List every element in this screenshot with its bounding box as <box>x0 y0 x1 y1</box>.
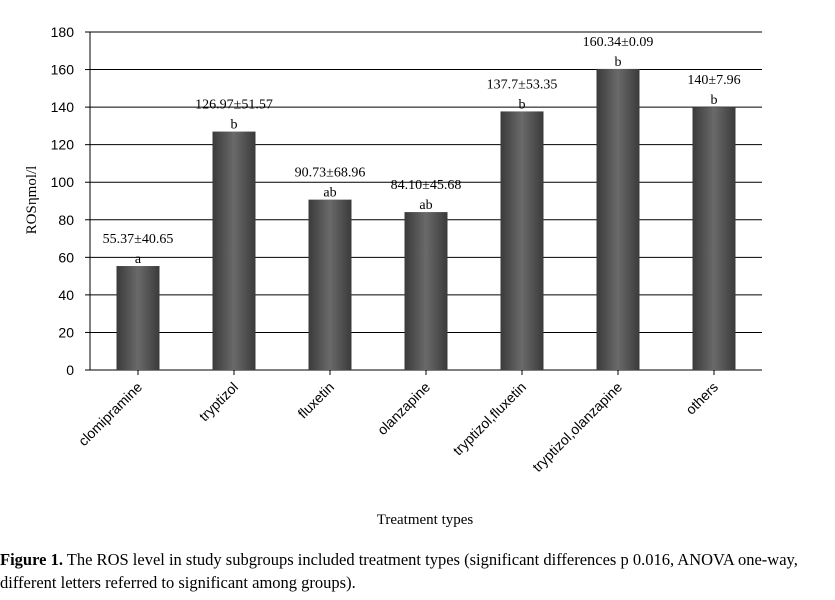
caption-label: Figure 1. <box>0 550 63 569</box>
y-tick-label: 0 <box>66 362 74 378</box>
x-axis-title: Treatment types <box>377 512 474 528</box>
figure-caption: Figure 1. The ROS level in study subgrou… <box>0 548 832 594</box>
bar <box>212 131 256 370</box>
y-axis-title: ROSηmol/l <box>24 166 40 235</box>
group-letter: b <box>231 118 238 133</box>
y-tick-label: 100 <box>51 174 75 190</box>
bar <box>692 107 736 370</box>
y-tick-label: 20 <box>58 324 74 340</box>
x-tick-label: tryptizol <box>196 379 241 424</box>
bar <box>404 212 448 370</box>
y-tick-label: 60 <box>58 249 74 265</box>
x-tick-label: fluxetin <box>294 379 337 422</box>
x-tick-label: clomipramine <box>75 379 145 449</box>
data-label: 137.7±53.35 <box>487 77 558 92</box>
x-tick-label: olanzapine <box>374 379 433 438</box>
x-tick-labels: clomipramine tryptizol fluxetin olanzapine t… <box>75 379 721 475</box>
x-tick-label: others <box>682 379 721 418</box>
gridlines <box>90 31 762 333</box>
data-label: 140±7.96 <box>687 73 740 88</box>
caption-text: The ROS level in study subgroups include… <box>0 550 798 592</box>
group-letter: ab <box>323 186 336 201</box>
data-label: 55.37±40.65 <box>103 232 174 247</box>
data-label: 84.10±45.68 <box>391 178 462 193</box>
y-tick-label: 180 <box>51 24 75 40</box>
y-tick-label: 120 <box>51 137 75 153</box>
x-tick-label: tryptizol,olanzapine <box>529 379 625 475</box>
bar <box>116 266 160 370</box>
y-tick-label: 140 <box>51 99 75 115</box>
x-tick-label: tryptizol,fluxetin <box>450 379 530 459</box>
y-tick-label: 160 <box>51 62 75 78</box>
y-tick-label: 80 <box>58 212 74 228</box>
group-letter: b <box>519 97 526 112</box>
bar <box>308 199 352 370</box>
bar <box>596 68 640 370</box>
data-labels: 55.37±40.65 a 126.97±51.57 b 90.73±68.96 ab 84… <box>103 35 741 267</box>
y-tick-labels: 0 20 40 60 80 100 120 140 160 180 <box>51 24 75 378</box>
group-letter: a <box>135 252 142 267</box>
group-letter: b <box>615 55 622 70</box>
data-label: 126.97±51.57 <box>195 98 273 113</box>
group-letter: b <box>711 93 718 108</box>
data-label: 90.73±68.96 <box>295 166 366 181</box>
bars <box>116 68 736 371</box>
group-letter: ab <box>419 198 432 213</box>
data-label: 160.34±0.09 <box>583 35 654 50</box>
y-tick-label: 40 <box>58 287 74 303</box>
bar <box>500 111 544 371</box>
